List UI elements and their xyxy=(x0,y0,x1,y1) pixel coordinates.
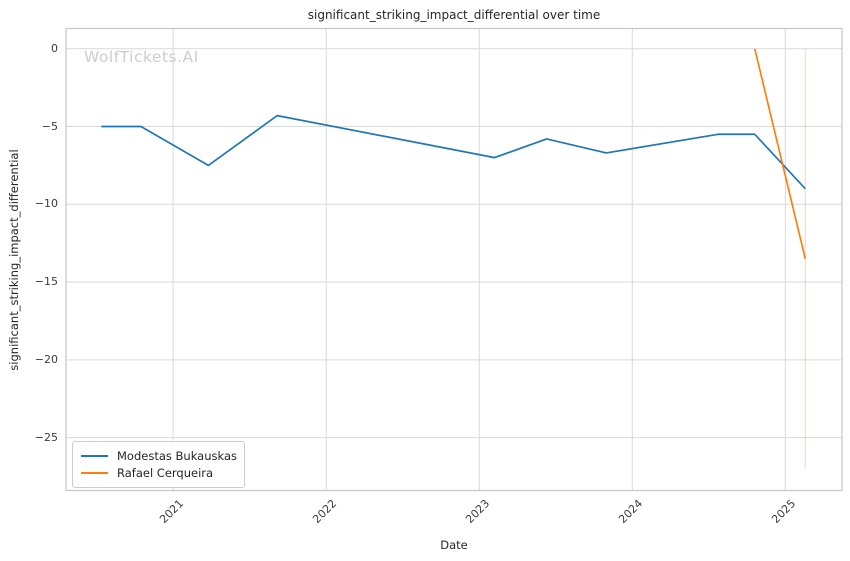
y-axis-label: significant_striking_impact_differential xyxy=(7,149,21,371)
legend-line-swatch-orange xyxy=(81,472,108,474)
watermark: WolfTickets.AI xyxy=(84,48,199,66)
y-tick-label: −10 xyxy=(34,197,58,211)
chart-title: significant_striking_impact_differential… xyxy=(307,8,601,22)
legend-item-label: Rafael Cerqueira xyxy=(117,466,214,480)
legend-line-swatch-blue xyxy=(81,455,108,457)
y-tick-label: −5 xyxy=(41,119,58,133)
legend: Modestas Bukauskas Rafael Cerqueira xyxy=(72,441,245,488)
series-line-rafael-cerqueira xyxy=(753,48,807,259)
y-tick-label: −20 xyxy=(34,352,58,366)
legend-item: Rafael Cerqueira xyxy=(81,465,235,481)
legend-item-label: Modestas Bukauskas xyxy=(117,449,237,463)
series-line-modestas-bukauskas xyxy=(101,114,806,190)
x-axis-label: Date xyxy=(440,538,468,552)
y-tick-label: −25 xyxy=(34,430,58,444)
y-tick-label: 0 xyxy=(51,41,58,55)
y-tick-label: −15 xyxy=(34,275,58,289)
legend-item: Modestas Bukauskas xyxy=(81,448,237,464)
plot-frame xyxy=(65,27,843,492)
